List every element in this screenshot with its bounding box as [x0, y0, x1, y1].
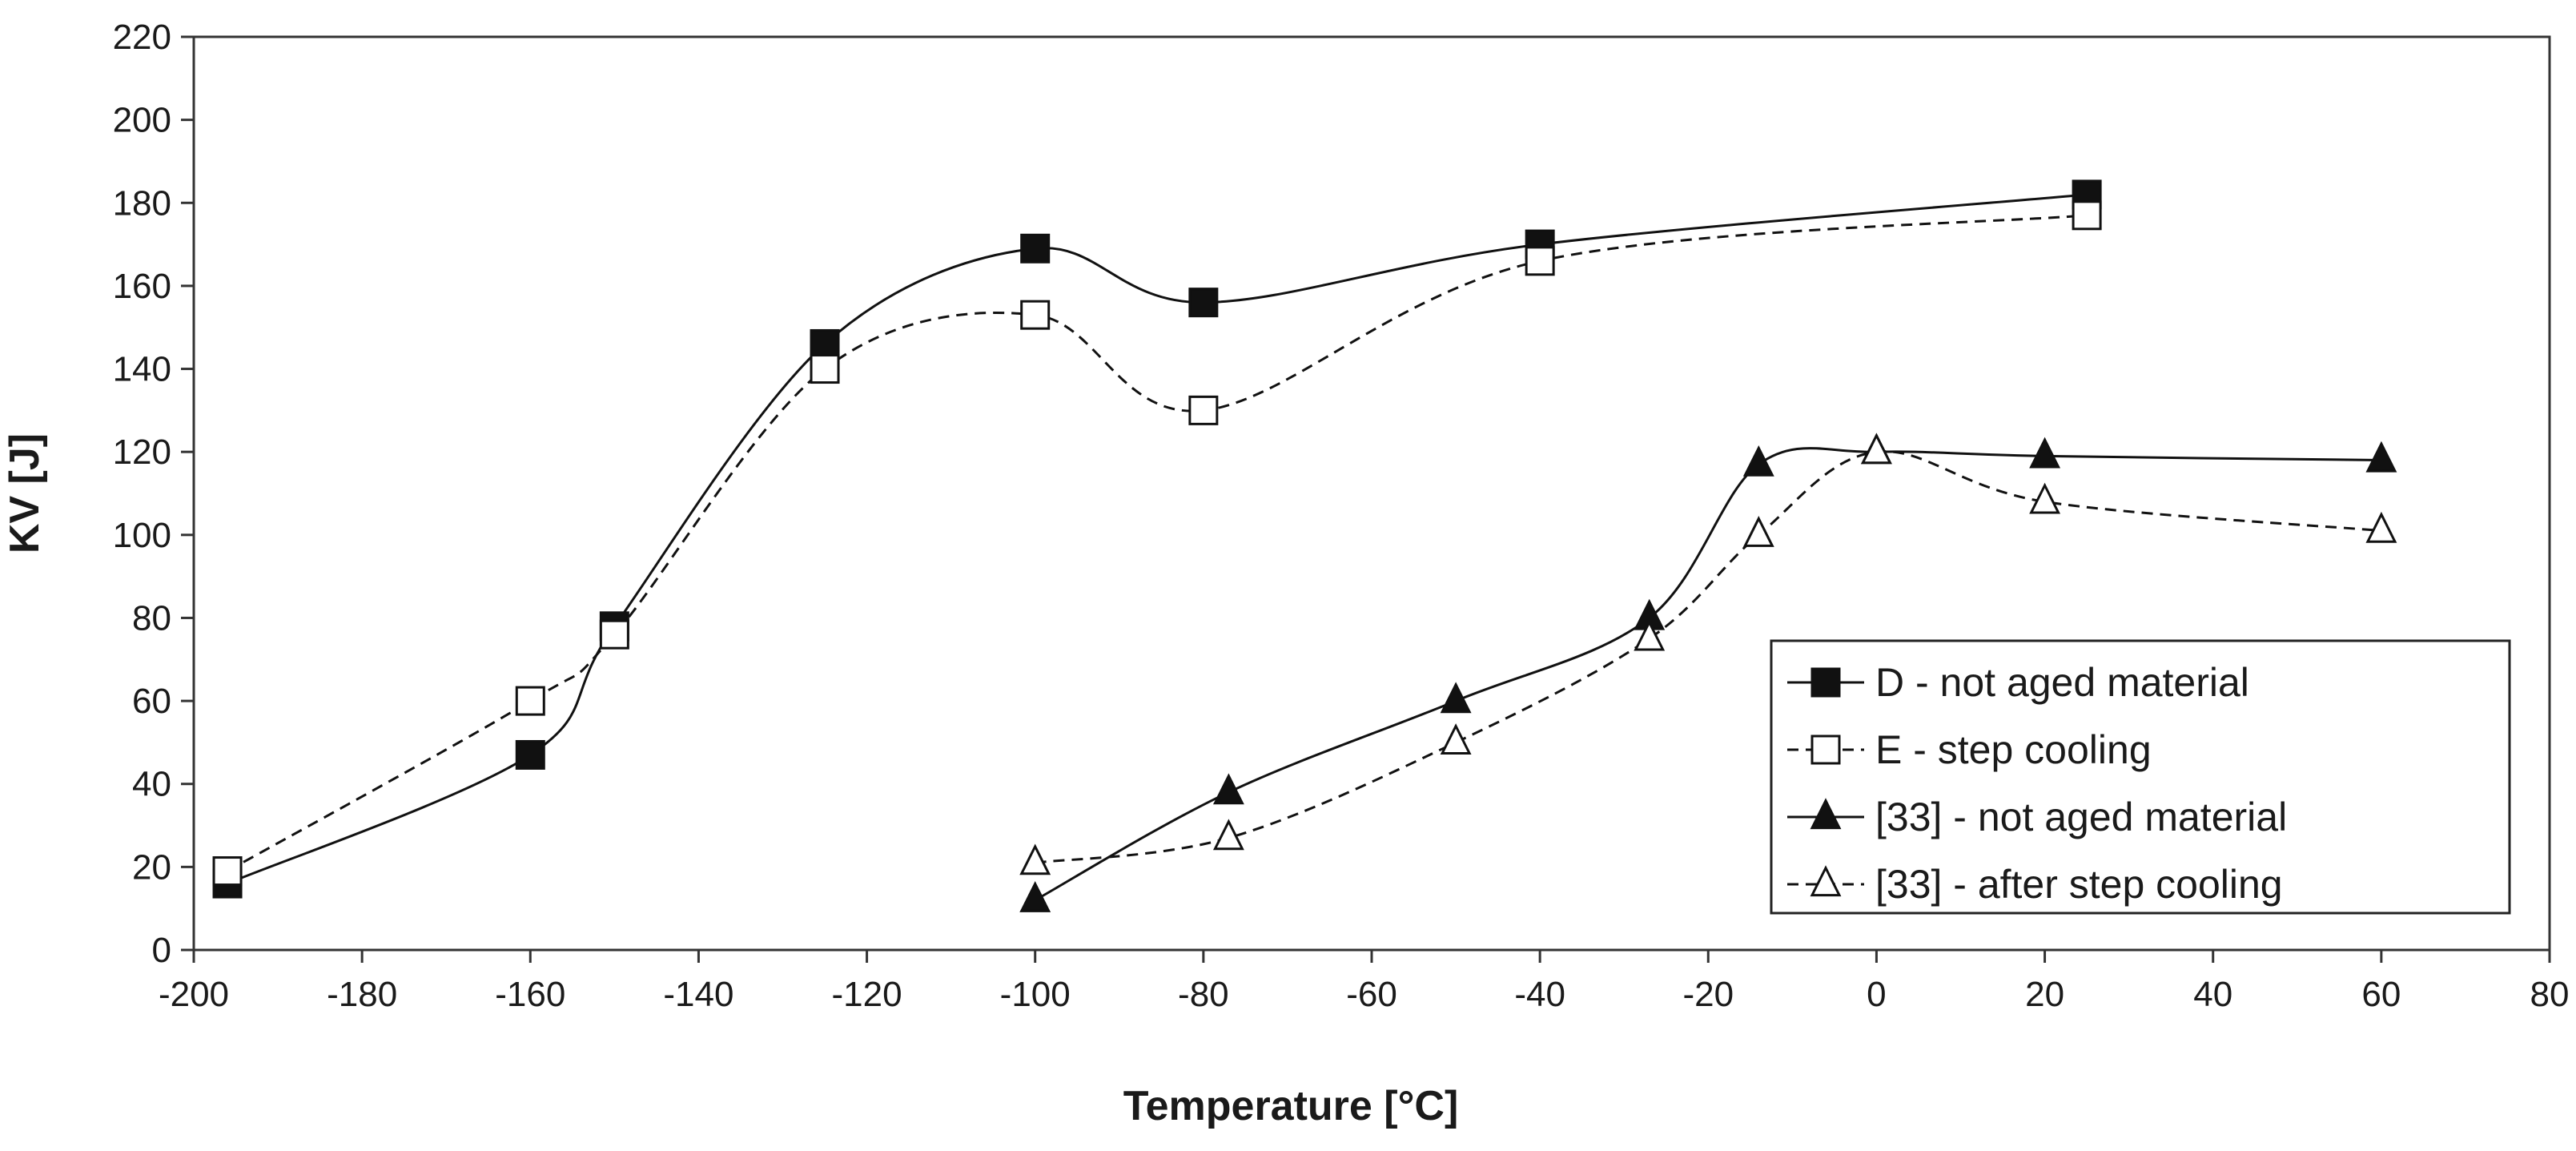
x-tick-label: -140	[663, 975, 733, 1014]
x-tick-label: -180	[327, 975, 397, 1014]
legend-label: [33] - after step cooling	[1875, 862, 2283, 907]
series-3	[1019, 433, 2397, 912]
data-point	[599, 619, 629, 650]
y-tick-label: 180	[113, 183, 171, 223]
data-point	[1020, 233, 1051, 264]
data-point	[1440, 682, 1472, 714]
data-point	[1019, 881, 1051, 912]
y-tick-label: 200	[113, 101, 171, 140]
x-tick-label: -120	[832, 975, 902, 1014]
y-tick-label: 120	[113, 433, 171, 472]
x-tick-label: -80	[1178, 975, 1229, 1014]
series-line	[227, 214, 2088, 872]
y-tick-label: 220	[113, 18, 171, 57]
x-tick-label: -200	[159, 975, 229, 1014]
y-tick-label: 140	[113, 350, 171, 389]
data-point	[1188, 395, 1219, 425]
data-point	[2072, 200, 2102, 231]
data-point	[810, 328, 840, 359]
y-axis-ticks: 0 20 40 60 80 100 120 140 160 180 200 220	[113, 18, 194, 970]
x-tick-label: 80	[2530, 975, 2570, 1014]
x-axis-ticks: -200 -180 -160 -140 -120 -100 -80 -60 -40 -20 0 20 4…	[159, 950, 2570, 1014]
legend-item: [33] - after step cooling	[1787, 862, 2283, 907]
data-point	[515, 686, 545, 716]
x-tick-label: -40	[1514, 975, 1565, 1014]
y-tick-label: 160	[113, 267, 171, 306]
y-tick-label: 100	[113, 516, 171, 555]
series-2	[212, 200, 2102, 887]
data-point	[1525, 246, 1555, 276]
x-tick-label: -60	[1346, 975, 1397, 1014]
x-tick-label: -20	[1682, 975, 1734, 1014]
data-point	[2029, 482, 2061, 514]
x-tick-label: 20	[2025, 975, 2064, 1014]
y-tick-label: 40	[132, 765, 171, 804]
data-point	[810, 354, 840, 384]
data-point	[515, 739, 545, 770]
data-point	[1020, 300, 1051, 330]
legend-marker	[1810, 734, 1841, 765]
data-point	[2029, 437, 2061, 469]
data-point	[1212, 819, 1244, 851]
legend-label: D - not aged material	[1875, 660, 2249, 705]
data-point	[1188, 288, 1219, 318]
series-layer	[212, 179, 2397, 912]
data-point	[1212, 773, 1244, 805]
legend-box	[1770, 639, 2511, 915]
x-tick-label: 60	[2361, 975, 2401, 1014]
x-tick-label: 0	[1867, 975, 1886, 1014]
legend-item: E - step cooling	[1787, 727, 2152, 772]
data-point	[1860, 433, 1892, 465]
series-4	[1019, 433, 2397, 875]
data-point	[1634, 619, 1666, 651]
data-point	[1742, 445, 1774, 477]
data-point	[1019, 843, 1051, 875]
legend-marker	[1810, 865, 1842, 897]
legend: D - not aged material E - step cooling [33…	[1770, 639, 2511, 915]
legend-marker	[1810, 798, 1842, 830]
y-tick-label: 0	[152, 931, 171, 970]
legend-item: [33] - not aged material	[1787, 795, 2287, 839]
legend-item: D - not aged material	[1787, 660, 2249, 705]
legend-marker	[1810, 667, 1841, 698]
x-tick-label: -160	[495, 975, 565, 1014]
data-point	[212, 856, 243, 887]
data-point	[2365, 441, 2397, 473]
x-tick-label: 40	[2193, 975, 2232, 1014]
x-tick-label: -100	[1000, 975, 1071, 1014]
series-line	[227, 193, 2088, 885]
legend-label: [33] - not aged material	[1875, 795, 2287, 839]
data-point	[1742, 516, 1774, 547]
series-line	[1035, 450, 2382, 864]
y-tick-label: 80	[132, 598, 171, 638]
legend-label: E - step cooling	[1875, 727, 2152, 772]
y-tick-label: 20	[132, 847, 171, 887]
legend-items: D - not aged material E - step cooling [33…	[1787, 660, 2287, 907]
data-point	[1440, 723, 1472, 755]
y-axis-title: KV [J]	[2, 433, 48, 553]
y-tick-label: 60	[132, 682, 171, 721]
data-point	[2365, 511, 2397, 543]
x-axis-title: Temperature [°C]	[1123, 1083, 1459, 1129]
